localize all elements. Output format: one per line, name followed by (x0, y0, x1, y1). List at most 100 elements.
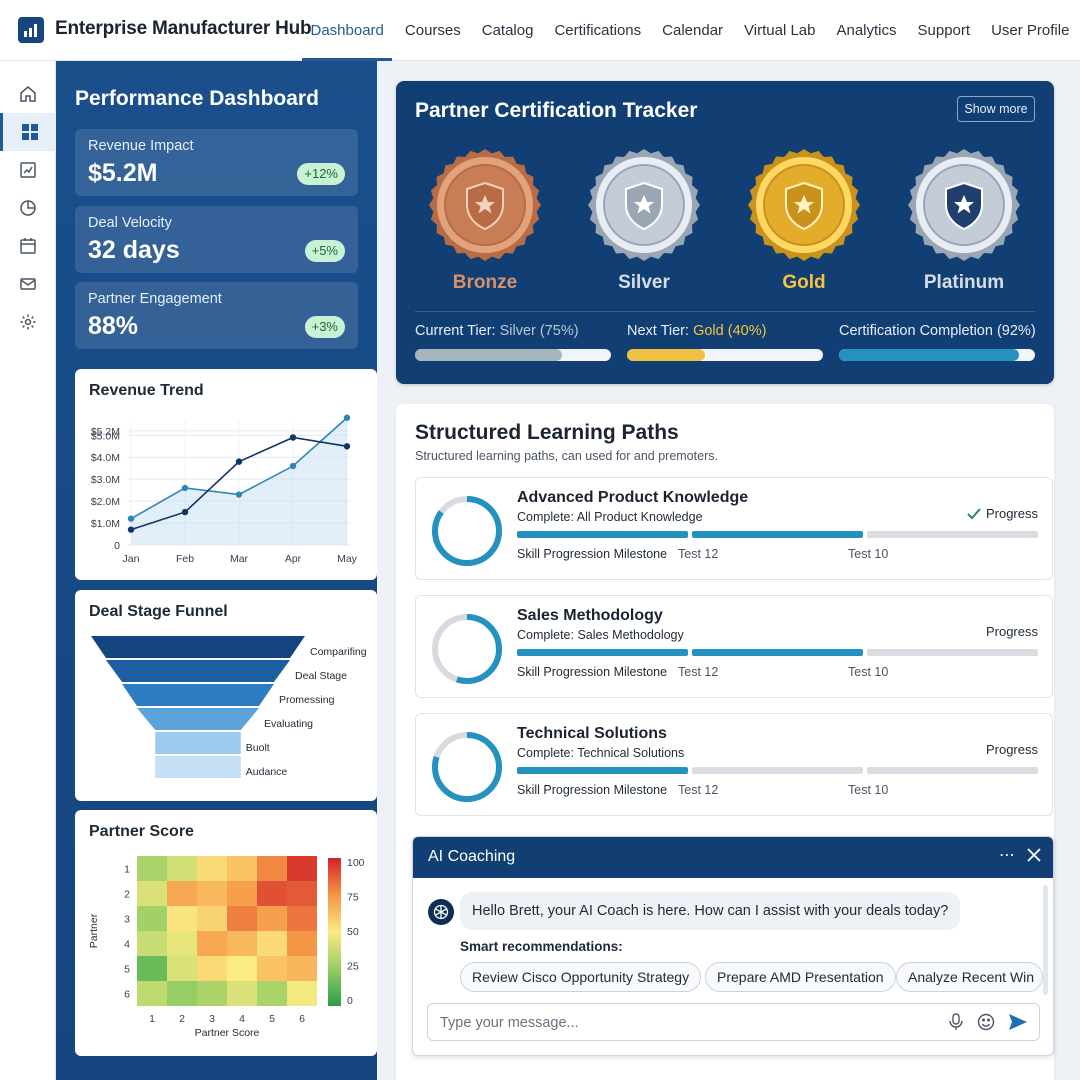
heatmap-cell (137, 881, 167, 906)
nav-tab-virtual-lab[interactable]: Virtual Lab (744, 22, 816, 39)
heatmap-cell (197, 906, 227, 931)
path-test-b: Test 10 (848, 783, 889, 797)
close-icon[interactable] (1027, 848, 1041, 867)
y-axis-label: Partner (88, 913, 100, 948)
chat-scrollbar[interactable] (1043, 885, 1048, 995)
colorbar-tick: 100 (347, 857, 365, 869)
learning-path-card[interactable]: Technical Solutions Complete: Technical S… (415, 713, 1053, 816)
path-test-a: Test 12 (678, 665, 719, 679)
heatmap-cell (137, 906, 167, 931)
nav-tab-dashboard[interactable]: Dashboard (300, 0, 394, 61)
heatmap-cell (257, 856, 287, 881)
path-title: Technical Solutions (517, 725, 667, 742)
y-tick-label: 1 (124, 864, 130, 876)
learning-paths-subtitle: Structured learning paths, can used for … (415, 449, 718, 463)
nav-tab-analytics[interactable]: Analytics (836, 22, 897, 39)
icon-sidebar (0, 61, 56, 1080)
main-nav: Dashboard Courses Catalog Certifications Cal… (300, 0, 1080, 61)
colorbar-tick: 25 (347, 961, 359, 973)
path-progress-segment (692, 531, 863, 538)
heatmap-cell (167, 881, 197, 906)
learning-path-card[interactable]: Advanced Product Knowledge Complete: All … (415, 477, 1053, 580)
recommendation-chip-cisco[interactable]: Review Cisco Opportunity Strategy (460, 962, 702, 992)
heatmap-cell (227, 981, 257, 1006)
y-tick-label: 4 (124, 939, 130, 951)
learning-path-card[interactable]: Sales Methodology Complete: Sales Methodo… (415, 595, 1053, 698)
tier-value-text: Gold (40%) (693, 323, 767, 339)
medal-silver-label: Silver (618, 272, 670, 293)
path-milestone: Skill Progression Milestone (517, 783, 668, 797)
recommendation-chip-amd[interactable]: Prepare AMD Presentation (705, 962, 896, 992)
y-tick-label: 3 (124, 914, 130, 926)
send-icon[interactable] (1008, 1012, 1028, 1037)
colorbar-tick: 0 (347, 995, 353, 1007)
nav-tab-user-profile[interactable]: User Profile (991, 22, 1070, 39)
recommendation-chip-analyze[interactable]: Analyze Recent Win (896, 962, 1043, 992)
kpi-change-badge: +3% (304, 316, 345, 338)
smart-recommendations-label: Smart recommendations: (460, 939, 623, 954)
y-tick-label: 2 (124, 889, 130, 901)
emoji-icon[interactable] (977, 1013, 995, 1036)
kpi-deal-velocity[interactable]: Deal Velocity 32 days +5% (75, 206, 358, 273)
y-tick-label: $4.0M (91, 452, 120, 464)
heatmap-cell (287, 881, 317, 906)
medal-platinum-label: Platinum (923, 272, 1005, 293)
nav-tab-support[interactable]: Support (917, 22, 971, 39)
sidebar-mail-icon[interactable] (0, 265, 56, 303)
nav-tab-calendar[interactable]: Calendar (662, 22, 724, 39)
show-more-button[interactable]: Show more (957, 96, 1035, 122)
microphone-icon[interactable] (948, 1013, 964, 1036)
tier-status-label: Next Tier: Gold (40%) (627, 323, 766, 339)
medal-platinum-icon[interactable] (906, 147, 1022, 263)
path-progress-segment (517, 531, 688, 538)
medal-gold-icon[interactable] (746, 147, 862, 263)
series-point (343, 414, 351, 421)
heatmap-cell (137, 956, 167, 981)
nav-tab-catalog[interactable]: Catalog (481, 22, 534, 39)
sidebar-settings-gear-icon[interactable] (0, 303, 56, 341)
heatmap-cell (227, 856, 257, 881)
kpi-value: 32 days (88, 236, 180, 264)
series-point (181, 484, 189, 492)
kpi-change-badge: +12% (297, 163, 345, 185)
heatmap-cell (167, 856, 197, 881)
heatmap-cell (257, 881, 287, 906)
kpi-change-badge: +5% (304, 240, 345, 262)
x-tick-label: Mar (230, 553, 249, 565)
path-title: Advanced Product Knowledge (517, 489, 749, 506)
heatmap-cell (257, 906, 287, 931)
series-point (289, 462, 297, 470)
x-tick-label: Apr (285, 553, 302, 565)
nav-tab-courses[interactable]: Courses (404, 22, 461, 39)
app-logo-icon[interactable] (18, 17, 44, 43)
more-options-icon[interactable]: ⋯ (999, 847, 1015, 864)
medal-silver-icon[interactable] (586, 147, 702, 263)
sidebar-calendar-icon[interactable] (0, 227, 56, 265)
heatmap-cell (227, 931, 257, 956)
revenue-trend-chart: 0 $1.0M $2.0M $3.0M $4.0M $5.0M$5.2M Jan Feb Mar… (91, 414, 358, 565)
sidebar-pie-chart-icon[interactable] (0, 189, 56, 227)
chat-message-input[interactable] (440, 1012, 920, 1034)
sidebar-reports-icon[interactable] (0, 151, 56, 189)
nav-tab-certifications[interactable]: Certifications (554, 22, 642, 39)
series-point (127, 526, 135, 533)
tier-status-label: Current Tier: Silver (75%) (415, 323, 579, 339)
x-tick-label: Jan (123, 553, 140, 565)
funnel-stage-label: Comparifing (310, 646, 367, 658)
revenue-trend-card: Revenue Trend 0 $1.0M $2.0M $3.0M $4.0M $5.0M… (75, 369, 377, 580)
kpi-partner-engagement[interactable]: Partner Engagement 88% +3% (75, 282, 358, 349)
ai-coaching-title: AI Coaching (428, 848, 516, 865)
medal-bronze-icon[interactable] (427, 147, 543, 263)
tracker-title: Partner Certification Tracker (415, 99, 698, 122)
series-point (235, 491, 243, 498)
tracker-divider (415, 311, 1035, 312)
medal-bronze-label: Bronze (452, 272, 518, 293)
sidebar-dashboard-grid-icon[interactable] (0, 113, 56, 151)
kpi-revenue-impact[interactable]: Revenue Impact $5.2M +12% (75, 129, 358, 196)
series-point (289, 434, 297, 441)
revenue-trend-title: Revenue Trend (89, 382, 204, 399)
path-milestone: Skill Progression Milestone (517, 665, 668, 679)
sidebar-home-icon[interactable] (0, 75, 56, 113)
path-test-b: Test 10 (848, 547, 889, 561)
x-axis-label: Partner Score (195, 1027, 260, 1039)
